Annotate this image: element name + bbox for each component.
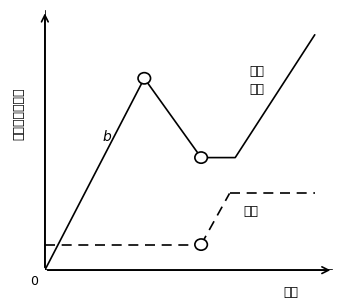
Text: b: b bbox=[103, 130, 112, 144]
Circle shape bbox=[138, 73, 150, 84]
Text: 0: 0 bbox=[30, 275, 38, 288]
Circle shape bbox=[195, 152, 207, 163]
Circle shape bbox=[195, 239, 207, 250]
Text: 时间: 时间 bbox=[284, 286, 299, 299]
Text: 围压: 围压 bbox=[244, 205, 259, 218]
Text: 轴向
应变: 轴向 应变 bbox=[249, 65, 264, 96]
Text: 围压，辐向应变: 围压，辐向应变 bbox=[12, 87, 25, 140]
